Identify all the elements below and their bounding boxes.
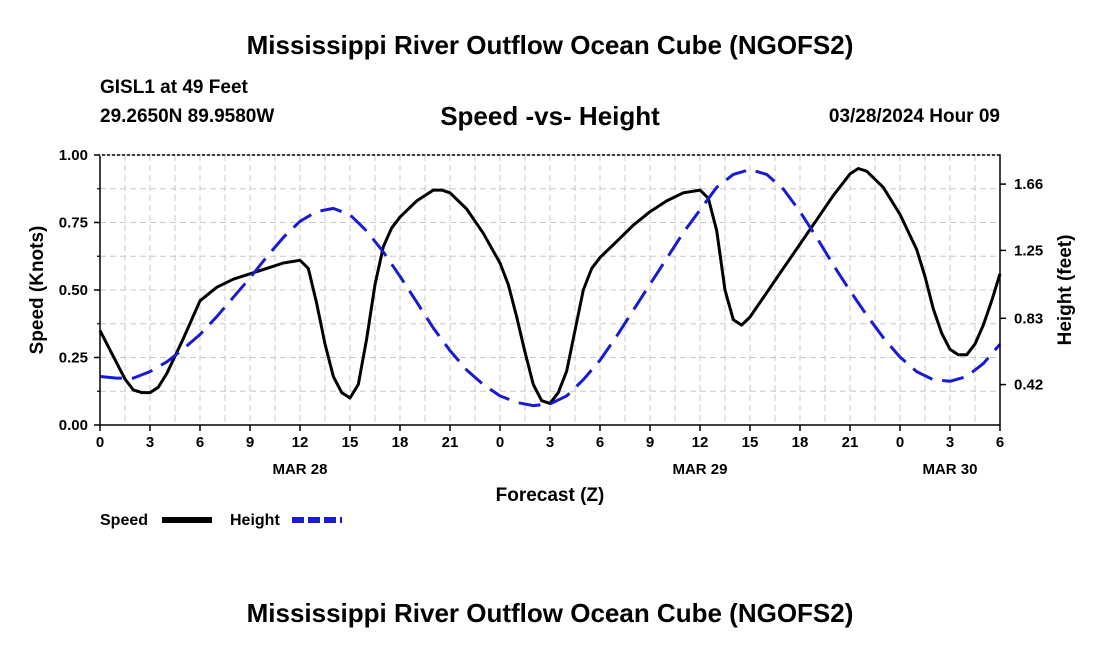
x-tick-label: 21	[842, 434, 859, 451]
x-date-label: MAR 30	[922, 461, 977, 478]
legend-speed-label: Speed	[100, 512, 148, 529]
x-tick-label: 3	[146, 434, 154, 451]
chart-title: Speed -vs- Height	[440, 101, 660, 131]
x-tick-label: 15	[342, 434, 359, 451]
x-date-label: MAR 28	[272, 461, 327, 478]
x-tick-label: 9	[246, 434, 254, 451]
footer-title: Mississippi River Outflow Ocean Cube (NG…	[246, 598, 854, 628]
x-tick-label: 0	[96, 434, 104, 451]
y-tick-label: 0.50	[59, 282, 88, 299]
legend-height-label: Height	[230, 512, 280, 529]
x-tick-label: 21	[442, 434, 459, 451]
y-tick-label: 1.00	[59, 147, 88, 164]
x-tick-label: 6	[196, 434, 204, 451]
forecast-datetime: 03/28/2024 Hour 09	[828, 106, 1000, 127]
axis-labels: 0 3 6 9 12 15 18 21 0 3 6 9 12 15 18 21 0 3 6 MAR 28 MAR 29 M…	[59, 147, 1043, 478]
x-tick-label: 12	[292, 434, 309, 451]
y2-tick-label: 0.42	[1014, 377, 1043, 394]
x-tick-label: 3	[546, 434, 554, 451]
y-axis-title: Speed (Knots)	[27, 226, 48, 355]
y2-tick-label: 0.83	[1014, 310, 1043, 327]
station-label: GISL1 at 49 Feet	[100, 77, 248, 98]
x-tick-label: 3	[946, 434, 954, 451]
x-tick-label: 18	[792, 434, 809, 451]
x-tick-label: 9	[646, 434, 654, 451]
y-tick-label: 0.25	[59, 350, 88, 367]
x-tick-label: 6	[996, 434, 1004, 451]
station-coordinates: 29.2650N 89.9580W	[100, 106, 275, 127]
y2-tick-label: 1.66	[1014, 176, 1043, 193]
x-tick-label: 18	[392, 434, 409, 451]
x-date-label: MAR 29	[672, 461, 727, 478]
x-tick-label: 15	[742, 434, 759, 451]
legend: Speed Height	[100, 512, 342, 529]
series-lines	[98, 167, 1002, 408]
axis-ticks	[94, 154, 1006, 431]
grid	[100, 155, 1000, 425]
y-tick-label: 0.75	[59, 215, 88, 232]
x-tick-label: 6	[596, 434, 604, 451]
y-tick-label: 0.00	[59, 417, 88, 434]
x-tick-label: 0	[896, 434, 904, 451]
page-title: Mississippi River Outflow Ocean Cube (NG…	[246, 30, 854, 60]
x-tick-label: 0	[496, 434, 504, 451]
x-axis-title: Forecast (Z)	[496, 485, 605, 506]
y2-tick-label: 1.25	[1014, 242, 1043, 259]
y2-axis-title: Height (feet)	[1055, 235, 1076, 346]
x-tick-label: 12	[692, 434, 709, 451]
